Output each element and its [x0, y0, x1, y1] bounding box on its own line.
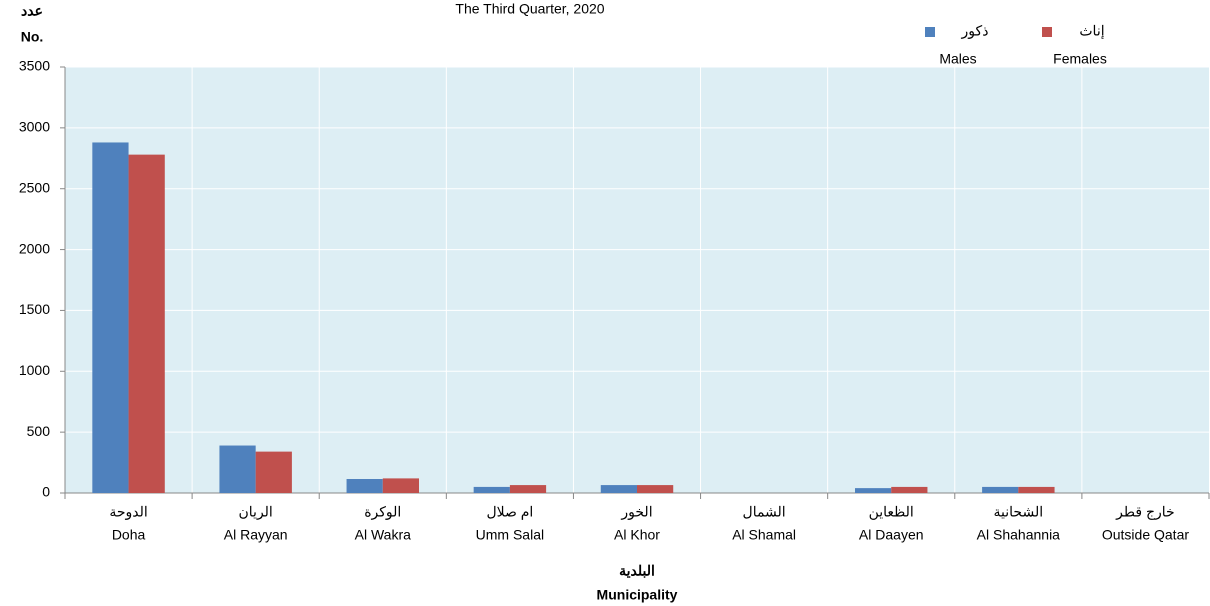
x-tick-label: Al Khor — [614, 527, 660, 543]
bar — [509, 485, 547, 493]
bar — [92, 142, 129, 493]
x-tick-label: Al Daayen — [859, 527, 924, 543]
y-axis-label: No. — [21, 29, 44, 45]
bar — [982, 486, 1019, 493]
x-tick-label: Al Shahannia — [977, 527, 1061, 543]
x-tick-label-ar: الشمال — [743, 504, 786, 520]
y-tick-label: 500 — [27, 423, 51, 439]
bar — [600, 485, 637, 493]
x-tick-label: Doha — [112, 527, 146, 543]
x-tick-label: Umm Salal — [476, 527, 544, 543]
x-tick-label-ar: خارج قطر — [1115, 504, 1175, 521]
legend-label: Females — [1053, 51, 1107, 67]
x-tick-label-ar: الخور — [620, 504, 652, 521]
legend-marker — [925, 27, 935, 37]
bar — [637, 485, 674, 493]
x-axis-label: Municipality — [597, 587, 678, 603]
x-tick-label: Al Wakra — [355, 527, 411, 543]
legend-marker — [1042, 27, 1052, 37]
bar — [1018, 486, 1055, 493]
y-tick-label: 2500 — [19, 179, 50, 195]
y-tick-label: 1500 — [19, 301, 50, 317]
x-tick-label-ar: الدوحة — [109, 504, 147, 521]
bar — [255, 451, 292, 493]
x-tick-label-ar: ام صلال — [486, 504, 533, 521]
x-tick-label-ar: الوكرة — [364, 504, 401, 521]
x-tick-label-ar: الشحانية — [994, 504, 1044, 520]
plot-area — [65, 67, 1209, 493]
y-tick-label: 3500 — [19, 58, 50, 74]
y-tick-label: 0 — [42, 484, 50, 500]
x-tick-label: Al Rayyan — [224, 527, 288, 543]
bar — [382, 478, 420, 493]
legend-label-ar: إناث — [1079, 23, 1104, 40]
x-tick-label: Outside Qatar — [1102, 527, 1189, 543]
x-tick-label-ar: الريان — [239, 504, 273, 521]
bar — [854, 488, 892, 493]
chart-title: The Third Quarter, 2020 — [455, 1, 604, 17]
bar — [128, 154, 165, 494]
legend-label: Males — [939, 51, 976, 67]
bar — [346, 479, 383, 493]
y-tick-label: 3000 — [19, 119, 50, 135]
x-axis-label-ar: البلدية — [619, 563, 655, 579]
y-axis-label-ar: عدد — [21, 3, 43, 19]
bar — [891, 486, 928, 493]
bar — [219, 445, 256, 493]
y-tick-label: 2000 — [19, 240, 50, 256]
x-tick-label-ar: الظعاين — [869, 504, 914, 521]
x-tick-label: Al Shamal — [732, 527, 796, 543]
bar — [473, 486, 510, 493]
legend-label-ar: ذكور — [961, 23, 989, 40]
y-tick-label: 1000 — [19, 362, 50, 378]
